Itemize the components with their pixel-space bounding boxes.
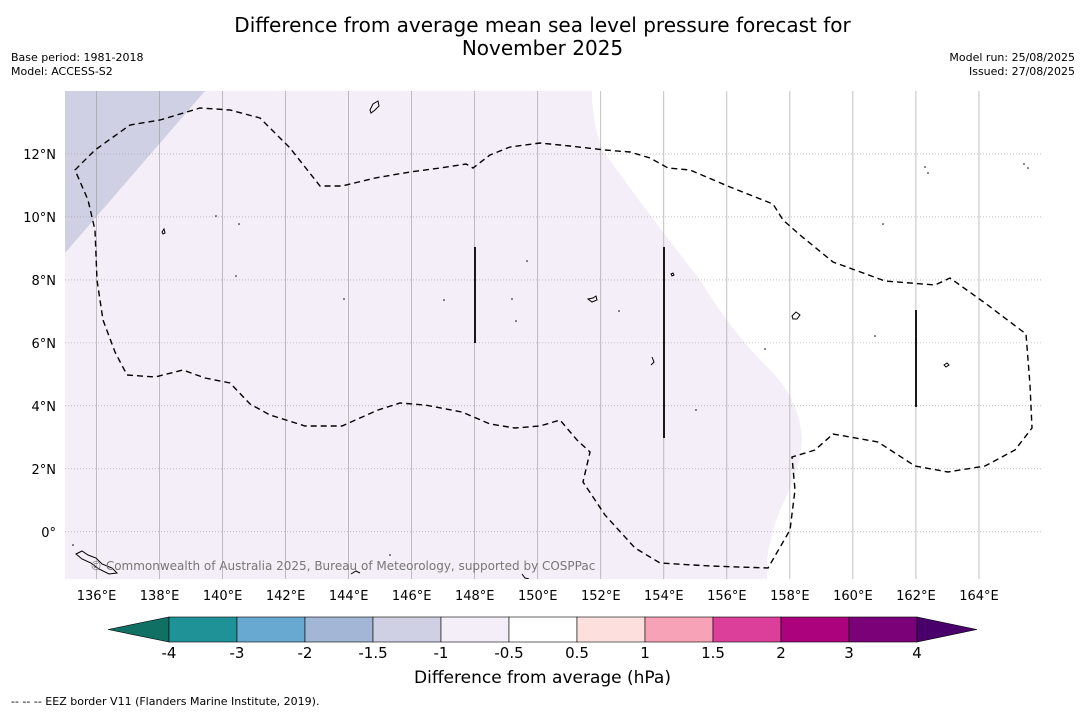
colorbar-tick-label: -3: [229, 644, 245, 662]
colorbar-title: Difference from average (hPa): [414, 668, 671, 688]
lon-tick-label: 162°E: [896, 589, 936, 604]
colorbar-tick-label: 1: [640, 644, 650, 662]
band-minus0p5-to-0p5: [592, 91, 1042, 579]
graticule: [65, 91, 1042, 579]
latitude-tick-labels: 0° 2°N 4°N 6°N 8°N 10°N 12°N: [23, 148, 56, 541]
colorbar-tick-label: 3: [844, 644, 854, 662]
model-run: Model run: 25/08/2025: [949, 51, 1075, 64]
lon-tick-label: 148°E: [455, 589, 495, 604]
lon-tick-label: 156°E: [707, 589, 747, 604]
colorbar-tick-label: -0.5: [494, 644, 524, 662]
colorbar-tick-label: 2: [776, 644, 786, 662]
colorbar-over-arrow: [916, 616, 978, 643]
colorbar-swatch: [236, 616, 306, 643]
colorbar-tick-label: 4: [912, 644, 922, 662]
lat-tick-label: 4°N: [32, 400, 57, 415]
meta-left: Base period: 1981-2018 Model: ACCESS-S2: [11, 51, 143, 79]
colorbar-swatch: [712, 616, 782, 643]
chart-title: Difference from average mean sea level p…: [0, 14, 1085, 60]
title-line-1: Difference from average mean sea level p…: [234, 13, 851, 37]
colorbar-swatch: [848, 616, 918, 643]
map-area: © Commonwealth of Australia 2025, Bureau…: [65, 91, 1042, 579]
lat-tick-label: 0°: [41, 526, 56, 541]
colorbar-under-arrow: [107, 616, 170, 643]
longitude-tick-labels: 136°E 138°E 140°E 142°E 144°E 146°E 148°E 150°E…: [77, 589, 999, 604]
lon-tick-label: 160°E: [833, 589, 873, 604]
band-minus1p5-to-minus1: [65, 91, 205, 253]
lat-tick-label: 8°N: [32, 274, 57, 289]
colorbar-swatch: [644, 616, 714, 643]
lat-tick-label: 6°N: [32, 337, 57, 352]
copyright-notice: © Commonwealth of Australia 2025, Bureau…: [90, 559, 595, 573]
colorbar-swatch: [440, 616, 510, 643]
lon-tick-label: 138°E: [140, 589, 180, 604]
colorbar-swatch: [508, 616, 578, 643]
lon-tick-label: 150°E: [518, 589, 558, 604]
lon-tick-label: 154°E: [644, 589, 684, 604]
model-name: Model: ACCESS-S2: [11, 65, 113, 78]
colorbar-tick-label: -2: [297, 644, 313, 662]
colorbar-swatch: [168, 616, 238, 643]
colorbar: [107, 616, 978, 643]
colorbar-swatch: [372, 616, 442, 643]
colorbar-tick-label: 1.5: [701, 644, 725, 662]
lon-tick-label: 146°E: [392, 589, 432, 604]
lat-tick-label: 12°N: [23, 148, 56, 163]
colorbar-tick-label: -1.5: [358, 644, 388, 662]
lon-tick-label: 136°E: [77, 589, 117, 604]
lon-tick-label: 164°E: [959, 589, 999, 604]
lon-tick-label: 158°E: [770, 589, 810, 604]
land-outlines: [75, 100, 950, 579]
lon-tick-label: 140°E: [203, 589, 243, 604]
colorbar-tick-label: -4: [161, 644, 177, 662]
issued-date: Issued: 27/08/2025: [968, 65, 1075, 78]
eez-footnote: -- -- -- EEZ border V11 (Flanders Marine…: [11, 695, 320, 708]
lon-tick-label: 152°E: [581, 589, 621, 604]
colorbar-tick-label: 0.5: [565, 644, 589, 662]
lat-tick-label: 10°N: [23, 211, 56, 226]
colorbar-swatch: [780, 616, 850, 643]
lat-tick-label: 2°N: [32, 463, 57, 478]
colorbar-swatch: [304, 616, 374, 643]
meta-right: Model run: 25/08/2025 Issued: 27/08/2025: [949, 51, 1075, 79]
eez-border: [74, 107, 1033, 569]
eez-segments: [474, 247, 917, 438]
colorbar-swatch: [576, 616, 646, 643]
lon-tick-label: 144°E: [329, 589, 369, 604]
colorbar-tick-label: -1: [433, 644, 449, 662]
base-period: Base period: 1981-2018: [11, 51, 144, 64]
lon-tick-label: 142°E: [266, 589, 306, 604]
land-specks: [72, 163, 1029, 556]
title-line-2: November 2025: [461, 36, 624, 60]
